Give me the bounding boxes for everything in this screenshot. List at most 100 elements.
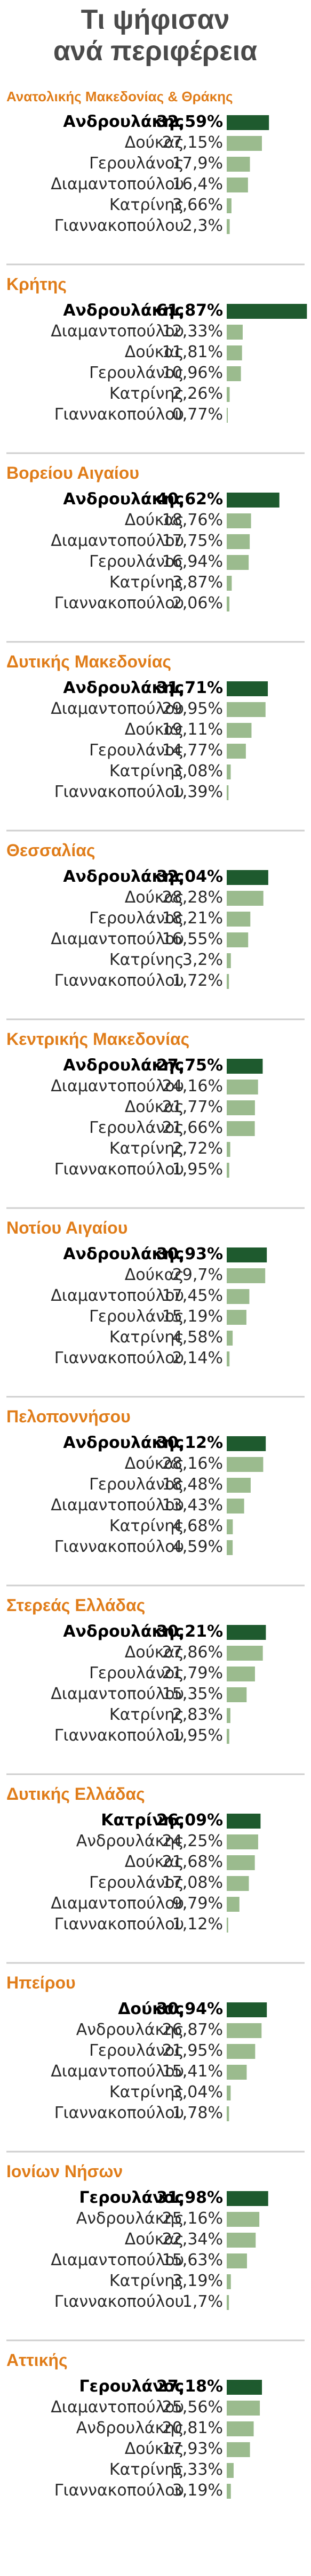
bar xyxy=(227,1163,229,1178)
region-title: Νοτίου Αιγαίου xyxy=(6,1218,127,1237)
bar xyxy=(227,953,231,968)
bar xyxy=(227,1876,249,1891)
data-label: 27,86% xyxy=(162,1643,223,1662)
data-label: 14,77% xyxy=(162,741,223,760)
region-title: Κρήτης xyxy=(6,275,67,294)
chart-title-line-2: ανά περιφέρεια xyxy=(53,36,257,67)
data-label: 2,26% xyxy=(172,384,223,403)
data-label: 18,48% xyxy=(162,1475,223,1494)
data-label: 17,75% xyxy=(162,532,223,550)
bar xyxy=(227,2295,229,2310)
bar xyxy=(227,597,230,611)
data-label: 3,08% xyxy=(172,762,223,780)
candidate-label: Γερουλάνος xyxy=(89,1118,184,1137)
bar xyxy=(227,1834,258,1849)
data-label: 2,14% xyxy=(172,1349,223,1367)
candidate-label: Κατρίνης xyxy=(101,1811,184,1830)
data-label: 1,72% xyxy=(172,971,223,990)
data-label: 1,7% xyxy=(182,2292,223,2311)
candidate-label: Κατρίνης xyxy=(109,1517,184,1535)
data-label: 25,56% xyxy=(162,2398,223,2417)
data-label: 32,04% xyxy=(156,867,223,886)
candidate-label: Γερουλάνος xyxy=(89,909,184,928)
region-title: Βορείου Αιγαίου xyxy=(6,463,139,482)
data-label: 15,63% xyxy=(162,2251,223,2269)
bar xyxy=(227,1289,250,1304)
data-label: 31,71% xyxy=(156,679,223,697)
data-label: 16,4% xyxy=(172,175,223,194)
data-label: 17,45% xyxy=(162,1286,223,1305)
bar xyxy=(227,198,232,213)
data-label: 19,11% xyxy=(162,720,223,739)
candidate-label: Δούκας xyxy=(125,1643,184,1662)
region-title: Πελοποννήσου xyxy=(6,1407,131,1426)
data-label: 29,95% xyxy=(162,699,223,718)
data-label: 3,04% xyxy=(172,2083,223,2102)
candidate-label: Γερουλάνος xyxy=(89,1307,184,1326)
bar xyxy=(227,1540,233,1555)
bar xyxy=(227,576,232,591)
bar xyxy=(227,1247,267,1262)
bar xyxy=(227,408,228,423)
bar xyxy=(227,2023,262,2038)
candidate-label: Διαμαντοπούλου xyxy=(51,532,184,550)
data-label: 16,55% xyxy=(162,930,223,948)
data-label: 32,59% xyxy=(156,112,223,131)
candidate-label: Γιαννακοπούλου xyxy=(54,405,184,424)
candidate-label: Διαμαντοπούλου xyxy=(51,930,184,948)
data-label: 4,58% xyxy=(172,1328,223,1347)
region-title: Στερεάς Ελλάδας xyxy=(6,1596,145,1615)
candidate-label: Δούκας xyxy=(125,2440,184,2458)
candidate-label: Ανδρουλάκης xyxy=(76,2419,184,2437)
bar xyxy=(227,534,250,549)
bar xyxy=(227,1059,263,1074)
bar xyxy=(227,1142,230,1157)
bar xyxy=(227,1436,266,1451)
bar xyxy=(227,1351,230,1366)
data-label: 2,06% xyxy=(172,594,223,613)
data-label: 21,95% xyxy=(162,2041,223,2060)
candidate-label: Γερουλάνος xyxy=(89,154,184,173)
candidate-label: Ανδρουλάκης xyxy=(63,679,184,697)
data-label: 1,78% xyxy=(172,2104,223,2122)
data-label: 1,39% xyxy=(172,783,223,801)
region-title: Ανατολικής Μακεδονίας & Θράκης xyxy=(6,88,233,104)
bar xyxy=(227,2380,262,2395)
data-label: 9,79% xyxy=(172,1894,223,1913)
bar xyxy=(227,2044,256,2059)
data-label: 17,08% xyxy=(162,1873,223,1892)
bar xyxy=(227,2106,229,2121)
candidate-label: Γιαννακοπούλου xyxy=(54,2292,184,2311)
bar xyxy=(227,2065,247,2080)
candidate-label: Δούκας xyxy=(125,2230,184,2249)
candidate-label: Ανδρουλάκης xyxy=(76,2020,184,2039)
candidate-label: Κατρίνης xyxy=(109,384,184,403)
data-label: 25,16% xyxy=(162,2209,223,2228)
bar xyxy=(227,2463,234,2478)
data-label: 24,16% xyxy=(162,1077,223,1096)
data-label: 1,12% xyxy=(172,1915,223,1934)
data-label: 0,77% xyxy=(172,405,223,424)
candidate-label: Δούκας xyxy=(125,1853,184,1871)
data-label: 29,7% xyxy=(172,1266,223,1284)
candidate-label: Γερουλάνος xyxy=(89,552,184,571)
bar xyxy=(227,387,230,402)
data-label: 12,33% xyxy=(162,322,223,341)
candidate-label: Δούκας xyxy=(125,888,184,907)
data-label: 18,76% xyxy=(162,511,223,529)
candidate-label: Διαμαντοπούλου xyxy=(51,2251,184,2269)
bar xyxy=(227,2401,260,2416)
candidate-label: Γερουλάνος xyxy=(89,1873,184,1892)
candidate-label: Δούκας xyxy=(125,133,184,152)
data-label: 2,83% xyxy=(172,1705,223,1724)
data-label: 10,96% xyxy=(162,364,223,382)
data-label: 61,87% xyxy=(156,301,223,320)
data-label: 27,75% xyxy=(156,1056,223,1075)
candidate-label: Δούκας xyxy=(125,343,184,361)
bar xyxy=(227,2442,250,2457)
data-label: 30,93% xyxy=(156,1245,223,1263)
bar xyxy=(227,702,266,717)
bar xyxy=(227,870,268,885)
data-label: 27,18% xyxy=(156,2377,223,2396)
data-label: 2,3% xyxy=(182,216,223,235)
